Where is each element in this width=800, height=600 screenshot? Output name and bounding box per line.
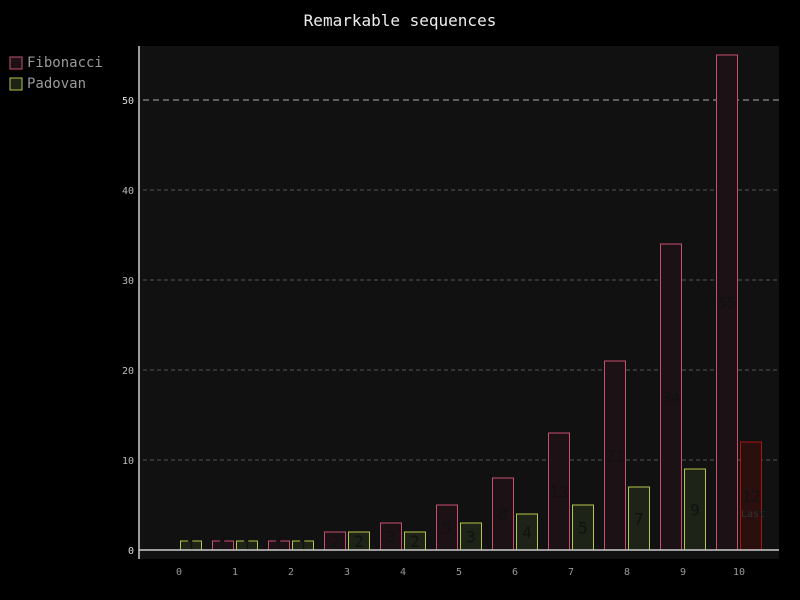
legend-label-padovan: Padovan [27, 76, 86, 92]
value-label: 1 [218, 537, 228, 556]
y-tick-label: 0 [128, 546, 134, 557]
value-label: 55 [717, 294, 736, 313]
legend-swatch-fibonacci [9, 56, 23, 70]
x-tick-label: 1 [232, 567, 238, 578]
value-label: 2 [410, 532, 420, 551]
value-label: 8 [498, 505, 508, 524]
x-tick-label: 6 [512, 567, 518, 578]
value-label: 4 [522, 523, 532, 542]
x-tick-label: 9 [680, 567, 686, 578]
x-tick-label: 4 [400, 567, 406, 578]
x-tick-label: 3 [344, 567, 350, 578]
legend: Fibonacci Padovan [9, 55, 103, 92]
highlight-label: Last [741, 509, 765, 520]
chart-title: Remarkable sequences [304, 11, 497, 30]
grid-lines [143, 99, 779, 461]
value-label: 5 [442, 519, 452, 538]
value-label: 21 [605, 447, 624, 466]
x-tick-label: 0 [176, 567, 182, 578]
value-label: 2 [354, 532, 364, 551]
x-tick-label: 10 [733, 567, 745, 578]
value-label: 1 [298, 537, 308, 556]
x-tick-label: 2 [288, 567, 294, 578]
value-label: 7 [634, 510, 644, 529]
value-label: 1 [186, 537, 196, 556]
value-label: 1 [274, 537, 284, 556]
y-tick-label: 30 [122, 276, 134, 287]
y-tick-label: 20 [122, 366, 134, 377]
value-label: 13 [549, 483, 568, 502]
x-tick-label: 7 [568, 567, 574, 578]
value-label: 1 [242, 537, 252, 556]
legend-label-fibonacci: Fibonacci [27, 55, 103, 71]
y-tick-label: 10 [122, 456, 134, 467]
value-label: 5 [578, 519, 588, 538]
x-tick-label: 8 [624, 567, 630, 578]
value-label: 3 [386, 528, 396, 547]
axes [138, 46, 779, 559]
x-tick-label: 5 [456, 567, 462, 578]
value-label: 2 [330, 532, 340, 551]
value-label: 9 [690, 501, 700, 520]
value-label: 3 [466, 528, 476, 547]
bars [180, 54, 762, 551]
value-label: 34 [661, 388, 680, 407]
legend-swatch-padovan [9, 77, 23, 91]
plot-area [139, 46, 779, 559]
value-label: 12 [741, 487, 760, 506]
y-tick-label: 40 [122, 186, 134, 197]
y-tick-label: 50 [122, 96, 134, 107]
